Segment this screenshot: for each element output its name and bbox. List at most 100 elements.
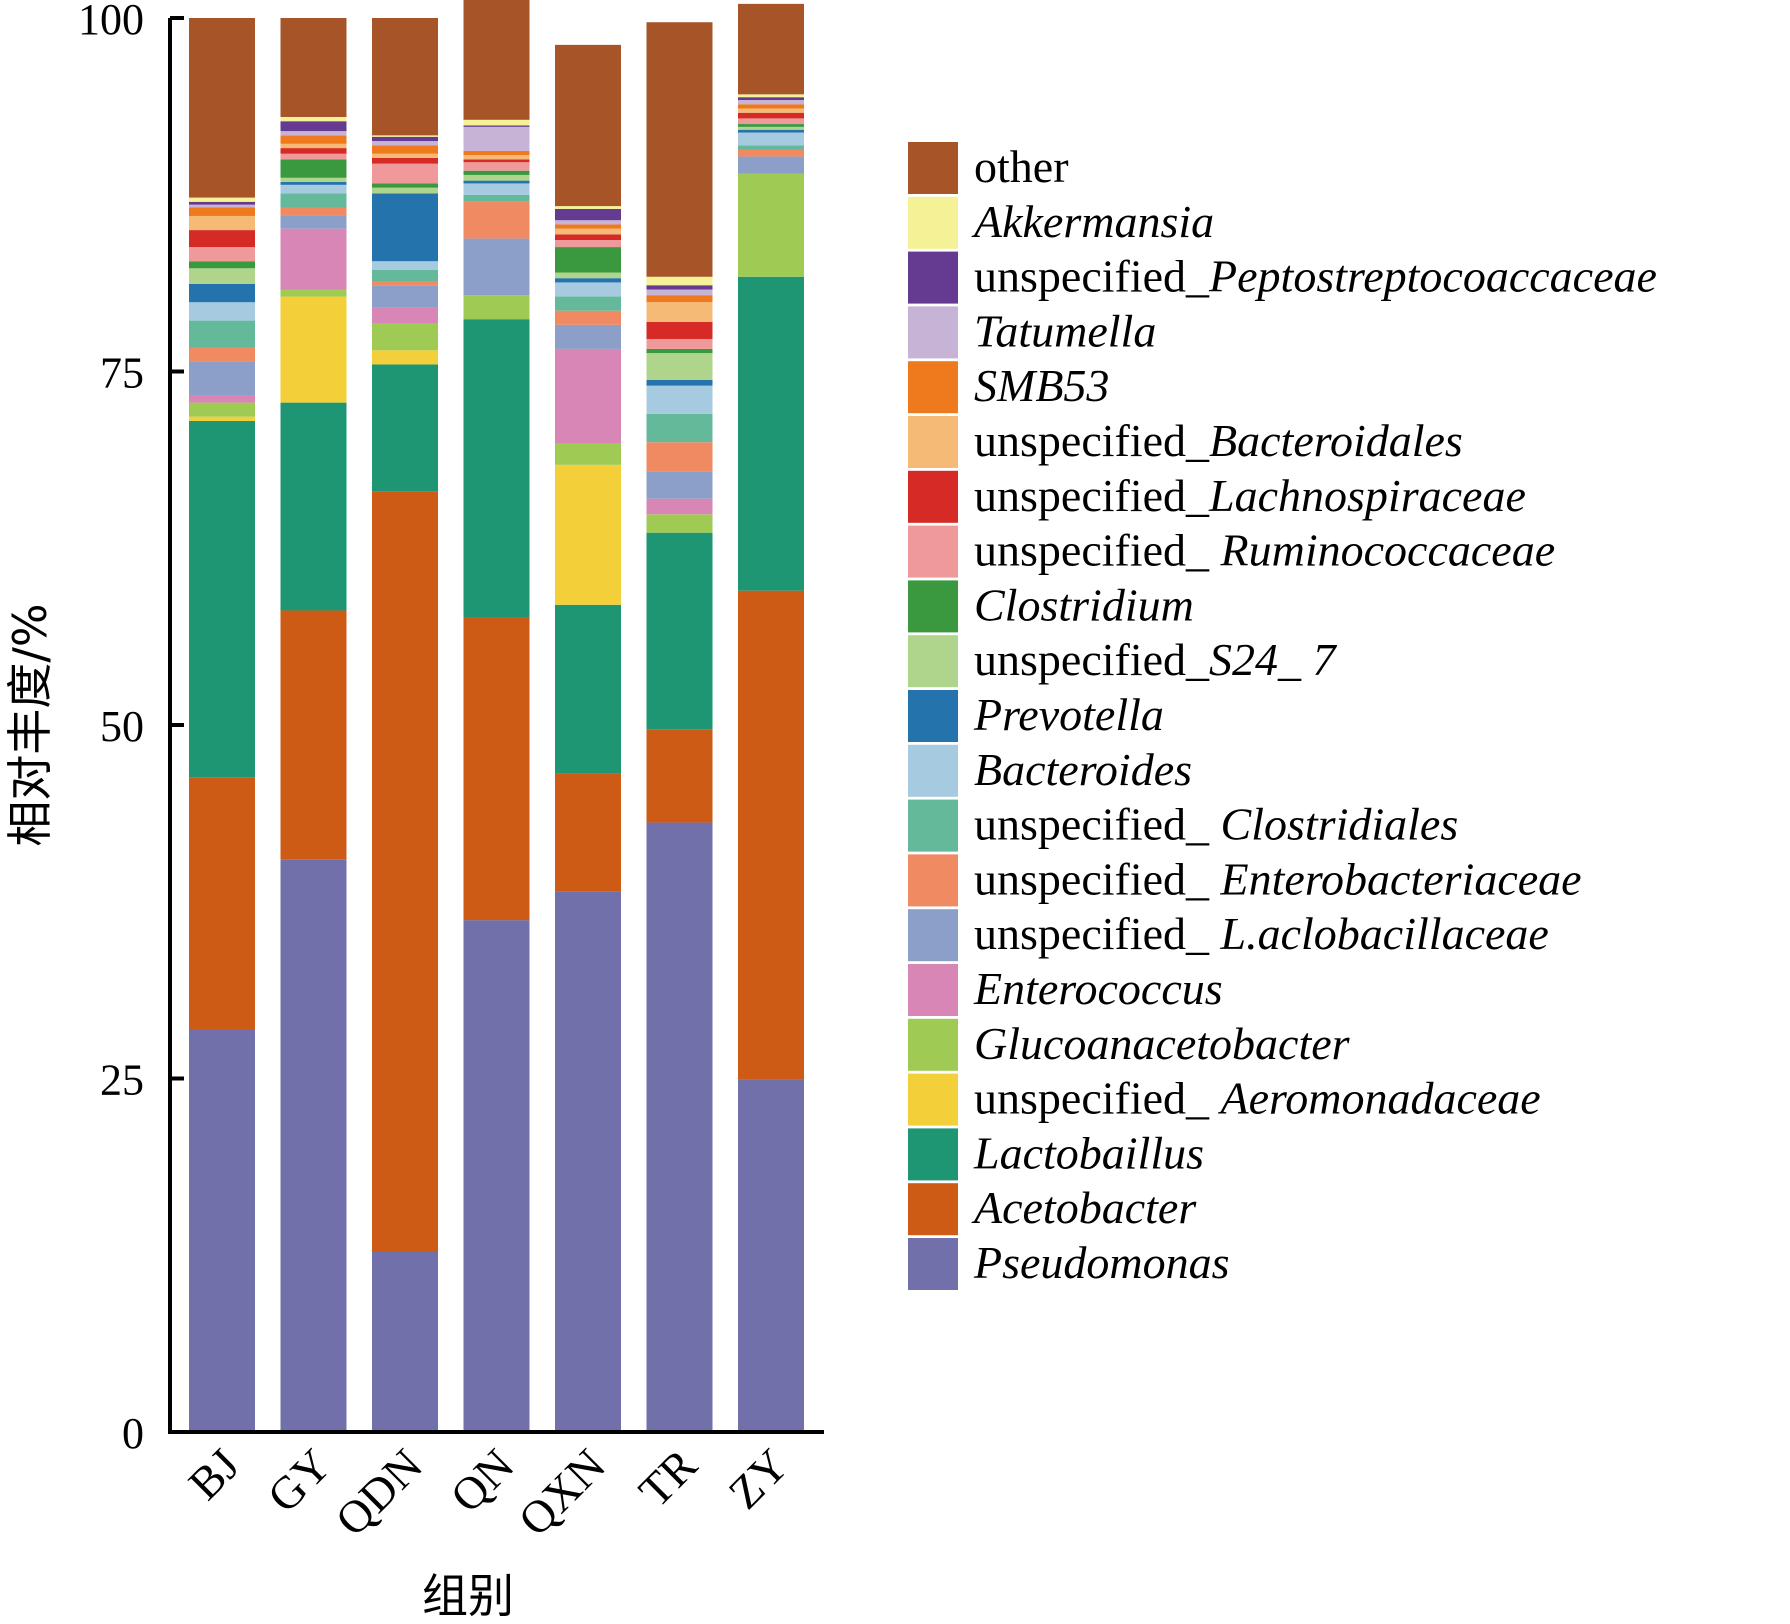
legend-item: unspecified_S24_ 7 (908, 634, 1338, 688)
legend-label: unspecified_ Enterobacteriaceae (974, 853, 1582, 904)
bar-segment-GY-6 (280, 215, 347, 229)
bar-segment-GY-8 (280, 193, 347, 208)
bar-segment-BJ-5 (189, 395, 255, 403)
legend-swatch (908, 525, 958, 578)
x-tick-label: QXN (509, 1439, 616, 1546)
bar-segment-TR-13 (646, 338, 713, 349)
bar-segment-BJ-12 (189, 261, 255, 269)
bar-segment-BJ-2 (189, 420, 255, 778)
bar-segment-QN-17 (463, 126, 530, 151)
bar-segment-ZY-15 (738, 108, 804, 113)
y-tick-label: 50 (100, 702, 144, 751)
legend-swatch (908, 744, 958, 797)
bar-segment-QDN-1 (372, 491, 438, 1252)
bar-segment-QXN-7 (555, 310, 621, 325)
y-tick-label: 25 (100, 1056, 144, 1105)
bar-segment-QN-7 (463, 201, 530, 239)
bar-segment-BJ-15 (189, 215, 255, 231)
bar-segment-QXN-10 (555, 278, 621, 283)
bar-segment-QDN-6 (372, 285, 438, 308)
legend-item: SMB53 (908, 360, 1109, 414)
bar-segment-ZY-16 (738, 104, 804, 109)
legend-label: unspecified_ Aeromonadaceae (974, 1073, 1541, 1124)
bar-segment-GY-17 (280, 131, 347, 136)
legend-label: Prevotella (973, 689, 1164, 740)
bar-segment-QXN-5 (555, 348, 621, 444)
bar-segment-QN-13 (463, 162, 530, 171)
bar-segment-QXN-18 (555, 208, 621, 221)
bar-segment-BJ-0 (189, 1029, 255, 1432)
legend-swatch (908, 1018, 958, 1071)
bar-segment-BJ-7 (189, 347, 255, 362)
bar-segment-GY-9 (280, 184, 347, 194)
bar-segment-QN-6 (463, 238, 530, 296)
bar-segment-QXN-13 (555, 240, 621, 248)
bar-segment-QDN-20 (372, 18, 438, 136)
legend-item: Glucoanacetobacter (908, 1018, 1351, 1071)
legend-label: unspecified_ L.aclobacillaceae (974, 908, 1549, 959)
bar-segment-QDN-16 (372, 145, 438, 154)
legend-swatch (908, 964, 958, 1016)
bar-segment-QN-12 (463, 170, 530, 175)
bar-segment-QXN-11 (555, 272, 621, 279)
legend: otherAkkermansiaunspecified_Peptostrepto… (908, 141, 1657, 1290)
legend-swatch (908, 635, 958, 688)
legend-swatch (908, 799, 958, 852)
bar-segment-QXN-19 (555, 206, 621, 209)
bar-segment-TR-14 (646, 322, 713, 339)
bar-segment-TR-7 (646, 442, 713, 472)
bar-segment-QDN-19 (372, 135, 438, 137)
legend-label: Akkermansia (971, 196, 1214, 247)
legend-item: unspecified_ L.aclobacillaceae (908, 908, 1549, 962)
bar-segment-QXN-4 (555, 443, 621, 465)
bar-segment-ZY-4 (738, 173, 804, 277)
bar-segment-QDN-9 (372, 261, 438, 270)
bar-segment-ZY-11 (738, 126, 804, 130)
bar-segment-QN-11 (463, 174, 530, 181)
bar-segment-GY-16 (280, 135, 347, 144)
legend-swatch (908, 854, 958, 907)
legend-label: unspecified_Peptostreptocoaccaceae (974, 251, 1657, 302)
legend-item: Prevotella (908, 689, 1164, 742)
legend-label: Clostridium (974, 579, 1194, 630)
y-tick-label: 100 (78, 0, 144, 44)
bar-segment-TR-20 (646, 22, 713, 277)
bar-segment-TR-12 (646, 348, 713, 354)
bar-segment-TR-1 (646, 729, 713, 823)
bar-segment-QXN-17 (555, 220, 621, 225)
bar-segment-GY-2 (280, 402, 347, 611)
bar-segment-QDN-13 (372, 163, 438, 184)
bar-segment-TR-5 (646, 498, 713, 515)
y-tick-label: 0 (122, 1409, 144, 1458)
bar-segment-BJ-16 (189, 207, 255, 216)
bar-segment-TR-11 (646, 353, 713, 380)
bar-segment-BJ-20 (189, 18, 255, 198)
bar-segment-TR-4 (646, 514, 713, 533)
bar-segment-QXN-3 (555, 464, 621, 605)
legend-swatch (908, 142, 958, 194)
bar-segment-GY-19 (280, 116, 347, 122)
legend-swatch (908, 1238, 958, 1290)
bar-segment-TR-16 (646, 295, 713, 303)
legend-item: Acetobacter (908, 1182, 1197, 1236)
bar-segment-GY-7 (280, 207, 347, 216)
bar-segment-GY-3 (280, 296, 347, 403)
legend-swatch (908, 909, 958, 962)
bar-segment-ZY-19 (738, 94, 804, 98)
bar-segment-BJ-14 (189, 230, 255, 248)
bar-segment-TR-2 (646, 532, 713, 730)
bar-segment-QN-9 (463, 183, 530, 195)
y-tick-label: 75 (100, 349, 144, 398)
legend-item: unspecified_Lachnospiraceae (908, 470, 1526, 523)
legend-item: unspecified_Peptostreptocoaccaceae (908, 251, 1657, 304)
bar-segment-QDN-7 (372, 281, 438, 286)
bar-segment-BJ-19 (189, 197, 255, 202)
bar-segment-ZY-2 (738, 276, 804, 591)
legend-swatch (908, 416, 958, 468)
bar-segment-BJ-8 (189, 320, 255, 348)
bar-segment-TR-10 (646, 379, 713, 386)
legend-item: Tatumella (908, 305, 1156, 359)
bar-segment-TR-9 (646, 385, 713, 414)
legend-swatch (908, 580, 958, 633)
